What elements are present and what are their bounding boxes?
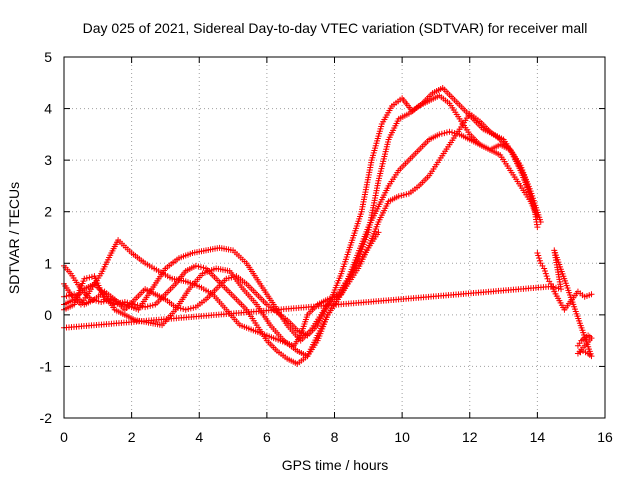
data-point	[147, 302, 154, 309]
series-track-4	[61, 110, 544, 367]
x-axis-ticks: 0 2 4 6 8 10 12 14 16	[60, 57, 613, 445]
data-point	[129, 300, 136, 307]
data-point	[111, 301, 118, 308]
x-axis-label: GPS time / hours	[282, 457, 389, 473]
data-point	[139, 303, 146, 310]
data-point	[398, 192, 405, 199]
data-point	[172, 304, 179, 311]
data-point	[86, 274, 93, 281]
y-tick-label: 4	[44, 101, 52, 117]
series-track-3	[61, 128, 541, 360]
data-point	[543, 273, 550, 280]
y-tick-label: 5	[44, 49, 52, 65]
data-point	[95, 298, 102, 305]
y-tick-label: 3	[44, 152, 52, 168]
data-point	[535, 252, 542, 259]
data-point	[582, 349, 589, 356]
data-point	[552, 284, 559, 291]
data-point	[83, 275, 90, 282]
x-tick-label: 2	[128, 429, 136, 445]
data-point	[180, 306, 187, 313]
data-point	[81, 275, 88, 282]
data-points	[61, 84, 595, 367]
data-point	[542, 270, 549, 277]
y-tick-label: -2	[40, 410, 53, 426]
data-point	[187, 305, 194, 312]
data-point	[534, 224, 541, 231]
data-point	[192, 262, 199, 269]
x-tick-label: 10	[394, 429, 410, 445]
data-point	[195, 263, 202, 270]
y-axis-ticks: -2 -1 0 1 2 3 4 5	[40, 49, 605, 426]
data-point	[228, 274, 235, 281]
data-point	[400, 191, 407, 198]
x-tick-label: 12	[462, 429, 478, 445]
data-point	[536, 255, 543, 262]
data-point	[134, 302, 141, 309]
data-point	[185, 306, 192, 313]
data-point	[66, 292, 73, 299]
chart-title: Day 025 of 2021, Sidereal Day-to-day VTE…	[83, 20, 588, 36]
x-tick-label: 0	[60, 429, 68, 445]
data-point	[142, 304, 149, 311]
y-tick-label: 2	[44, 204, 52, 220]
x-tick-label: 16	[597, 429, 613, 445]
data-point	[574, 350, 581, 357]
data-point	[550, 284, 557, 291]
y-tick-label: -1	[40, 358, 53, 374]
y-tick-label: 0	[44, 307, 52, 323]
data-point	[230, 273, 237, 280]
data-point	[577, 349, 584, 356]
data-point	[580, 347, 587, 354]
data-point	[395, 193, 402, 200]
data-point	[555, 285, 562, 292]
series-track-1	[61, 92, 541, 349]
data-point	[443, 129, 450, 136]
data-point	[223, 275, 230, 282]
grid	[64, 57, 605, 418]
data-point	[121, 298, 128, 305]
data-point	[441, 130, 448, 137]
series-track-5	[61, 229, 382, 339]
data-point	[149, 302, 156, 309]
x-tick-label: 6	[263, 429, 271, 445]
data-point	[588, 291, 595, 298]
data-point	[177, 305, 184, 312]
data-point	[541, 265, 548, 272]
data-point	[200, 264, 207, 271]
data-point	[446, 128, 453, 135]
data-point	[88, 273, 95, 280]
data-point	[534, 249, 541, 256]
x-tick-label: 14	[530, 429, 546, 445]
data-point	[375, 229, 382, 236]
data-point	[182, 306, 189, 313]
data-point	[137, 302, 144, 309]
data-point	[114, 300, 121, 307]
data-point	[558, 286, 565, 293]
data-point	[190, 304, 197, 311]
data-point	[225, 275, 232, 282]
data-point	[541, 268, 548, 275]
data-point	[536, 257, 543, 264]
data-point	[197, 264, 204, 271]
data-point	[438, 130, 445, 137]
data-point	[63, 293, 70, 300]
y-tick-label: 1	[44, 255, 52, 271]
data-point	[403, 191, 410, 198]
data-point	[144, 303, 151, 310]
data-point	[175, 304, 182, 311]
data-point	[98, 298, 105, 305]
x-tick-label: 8	[331, 429, 339, 445]
data-point	[68, 291, 75, 298]
x-tick-label: 4	[195, 429, 203, 445]
series-track-7	[61, 247, 595, 360]
y-axis-label: SDTVAR / TECUs	[6, 182, 22, 294]
data-point	[448, 129, 455, 136]
data-point	[132, 301, 139, 308]
data-point	[537, 219, 544, 226]
data-point	[436, 131, 443, 138]
